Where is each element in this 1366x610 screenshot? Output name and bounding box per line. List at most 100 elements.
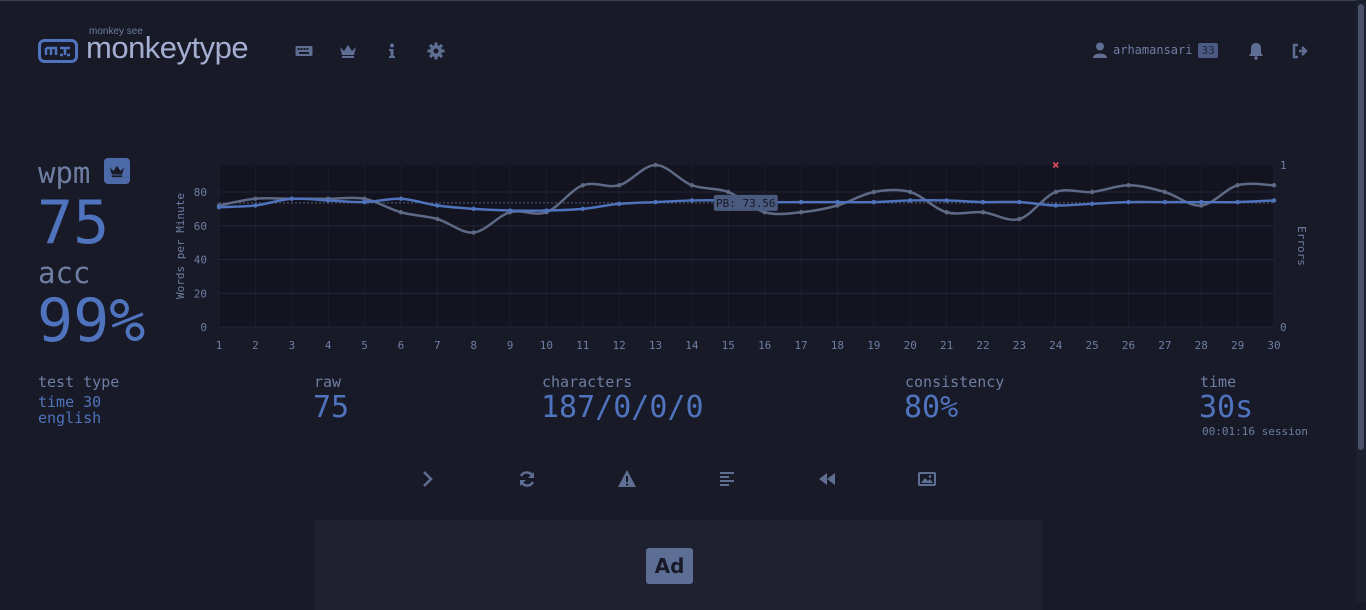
wpm-data-point [798, 199, 804, 205]
raw-data-point [726, 189, 731, 195]
x-tick-label: 30 [1267, 339, 1280, 352]
x-tick-label: 29 [1231, 339, 1244, 352]
characters-value: 187/0/0/0 [541, 390, 704, 425]
raw-data-point [398, 210, 404, 215]
raw-value: 75 [313, 390, 350, 425]
wpm-data-point [216, 204, 222, 210]
accuracy-label: acc [38, 256, 91, 290]
wpm-data-point [325, 198, 331, 203]
x-tick-label: 6 [398, 339, 405, 352]
x-tick-label: 2 [252, 339, 259, 352]
pb-label: PB: 73.56 [716, 197, 776, 210]
info-icon[interactable] [383, 42, 401, 60]
x-tick-label: 28 [1195, 339, 1208, 352]
wpm-data-point [908, 198, 913, 203]
x-tick-label: 11 [576, 339, 589, 352]
wpm-data-point [580, 206, 585, 212]
x-tick-label: 9 [507, 339, 514, 352]
raw-data-point [762, 210, 767, 215]
raw-label: raw [314, 373, 342, 391]
x-tick-label: 26 [1122, 339, 1135, 352]
x-tick-label: 4 [325, 339, 332, 352]
raw-data-point [798, 210, 804, 215]
keyboard-icon[interactable] [295, 42, 313, 60]
consistency-label: consistency [905, 373, 1005, 391]
wpm-data-point [253, 203, 258, 208]
wpm-data-point [362, 199, 367, 205]
pb-label-box [713, 194, 778, 211]
report-icon[interactable] [617, 469, 637, 489]
y-tick-label: 40 [194, 254, 207, 267]
session-time: 00:01:16 session [1202, 425, 1308, 438]
restart-icon[interactable] [517, 469, 537, 489]
next-test-icon[interactable] [417, 469, 437, 489]
raw-data-point [253, 196, 258, 201]
wpm-value: 75 [37, 188, 110, 258]
wpm-data-point [289, 196, 294, 201]
y2-axis-label: Errors [1295, 226, 1308, 266]
x-tick-label: 13 [649, 339, 662, 352]
x-tick-label: 17 [794, 339, 807, 352]
x-tick-label: 23 [1013, 339, 1026, 352]
y-tick-label: 20 [194, 287, 207, 300]
x-tick-label: 7 [434, 339, 441, 352]
y-tick-label: 80 [194, 186, 207, 199]
sign-out-icon[interactable] [1291, 42, 1309, 60]
raw-data-point [871, 189, 877, 195]
wpm-data-point [1089, 201, 1095, 207]
raw-data-point [435, 216, 440, 222]
x-tick-label: 20 [904, 339, 917, 352]
test-type-label: test type [38, 373, 120, 391]
wpm-data-point [435, 203, 440, 208]
raw-data-point [616, 183, 622, 188]
y-axis-label: Words per Minute [174, 193, 187, 299]
raw-data-point [1017, 216, 1022, 222]
words-history-icon[interactable] [717, 469, 737, 489]
wpm-data-point [1271, 198, 1277, 203]
wpm-data-point [653, 199, 658, 205]
x-tick-label: 3 [288, 339, 295, 352]
raw-data-point [980, 210, 986, 215]
ad-label: Ad [646, 548, 693, 584]
y-tick-label: 60 [194, 220, 207, 233]
plot-area [219, 165, 1274, 327]
wpm-data-point [616, 201, 622, 207]
y2-tick-label: 0 [1280, 321, 1287, 334]
x-tick-label: 8 [470, 339, 477, 352]
scrollbar[interactable] [1356, 0, 1366, 602]
time-value: 30s [1199, 390, 1254, 425]
personal-best-crown-icon [104, 158, 130, 184]
raw-data-point [1053, 189, 1058, 195]
raw-data-point [689, 183, 695, 188]
level-badge: 33 [1198, 42, 1218, 58]
raw-data-point [1089, 189, 1095, 195]
crown-icon[interactable] [339, 42, 357, 60]
x-tick-label: 18 [831, 339, 844, 352]
x-tick-label: 10 [540, 339, 553, 352]
replay-icon[interactable] [817, 469, 837, 489]
wpm-data-point [544, 208, 549, 213]
x-tick-label: 12 [613, 339, 626, 352]
wpm-data-point [1126, 199, 1131, 205]
bell-icon[interactable] [1247, 42, 1265, 60]
screenshot-icon[interactable] [917, 469, 937, 489]
x-tick-label: 5 [361, 339, 368, 352]
wpm-data-point [944, 198, 949, 203]
scrollbar-thumb[interactable] [1358, 4, 1364, 450]
logo-title[interactable]: monkeytype [86, 30, 249, 65]
x-tick-label: 27 [1158, 339, 1171, 352]
user-icon [1093, 42, 1107, 58]
wpm-data-point [507, 208, 513, 213]
raw-data-point [580, 183, 585, 188]
logo-icon[interactable] [38, 39, 78, 63]
y-tick-label: 0 [200, 321, 207, 334]
accuracy-value: 99% [37, 286, 146, 356]
x-tick-label: 15 [722, 339, 735, 352]
wpm-data-point [1235, 199, 1240, 205]
x-tick-label: 16 [758, 339, 771, 352]
raw-data-point [1162, 189, 1168, 195]
x-tick-label: 24 [1049, 339, 1063, 352]
gear-icon[interactable] [427, 42, 445, 60]
user-account[interactable]: arhamansari 33 [1093, 42, 1218, 58]
